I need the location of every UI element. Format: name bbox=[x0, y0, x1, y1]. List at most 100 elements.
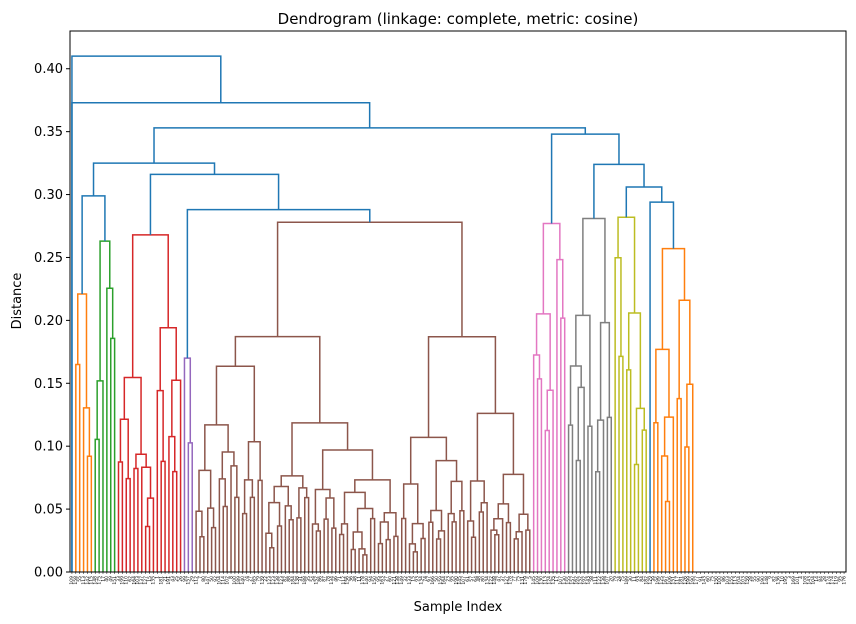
x-tick-label: 191 bbox=[166, 576, 172, 585]
x-tick-label: 152 bbox=[578, 576, 584, 585]
x-tick-label: 103 bbox=[135, 576, 141, 585]
dendrogram-link bbox=[546, 389, 554, 572]
x-tick-label: 126 bbox=[682, 576, 688, 585]
dendrogram-link bbox=[649, 201, 675, 572]
x-tick-label: 49 bbox=[108, 576, 114, 582]
x-tick-label: 148 bbox=[764, 576, 770, 585]
x-tick-label: 25 bbox=[174, 576, 180, 582]
y-tick-label: 0.30 bbox=[34, 188, 63, 203]
x-tick-label: 57 bbox=[469, 576, 475, 582]
x-tick-label: 100 bbox=[232, 576, 238, 585]
x-tick-label: 100 bbox=[717, 576, 723, 585]
dendrogram-link bbox=[450, 480, 463, 514]
x-tick-label: 131 bbox=[519, 576, 525, 585]
x-tick-label: 5 bbox=[527, 576, 533, 579]
x-tick-label: 35 bbox=[306, 576, 312, 582]
x-tick-label: 60 bbox=[706, 576, 712, 582]
x-tick-label: 149 bbox=[399, 576, 405, 585]
dendrogram-link bbox=[133, 467, 139, 572]
x-tick-label: 11 bbox=[632, 576, 638, 582]
dendrogram-link bbox=[663, 416, 675, 572]
x-tick-label: 123 bbox=[279, 576, 285, 585]
x-tick-label: 151 bbox=[671, 576, 677, 585]
dendrogram-link bbox=[480, 502, 488, 572]
x-tick-label: 3 bbox=[787, 576, 793, 579]
x-tick-label: 129 bbox=[647, 576, 653, 585]
x-tick-label: 104 bbox=[810, 576, 816, 585]
x-tick-label: 67 bbox=[426, 576, 432, 582]
x-tick-label: 99 bbox=[182, 576, 188, 582]
y-tick-label: 0.15 bbox=[34, 377, 63, 392]
dendrogram-link bbox=[502, 473, 525, 515]
dendrogram-link bbox=[451, 521, 457, 572]
x-tick-label: 167 bbox=[663, 576, 669, 585]
x-tick-label: 78 bbox=[325, 576, 331, 582]
x-tick-label: 156 bbox=[345, 576, 351, 585]
x-tick-label: 163 bbox=[380, 576, 386, 585]
x-tick-label: 4 bbox=[799, 576, 805, 579]
x-tick-label: 50 bbox=[209, 576, 215, 582]
x-tick-label: 190 bbox=[453, 576, 459, 585]
dendrogram-link bbox=[614, 256, 622, 572]
x-tick-label: 113 bbox=[733, 576, 739, 585]
dendrogram-link bbox=[160, 460, 166, 572]
dendrogram-link bbox=[288, 518, 294, 572]
dendrogram-link bbox=[257, 479, 263, 572]
x-tick-label: 79 bbox=[612, 576, 618, 582]
dendrogram-link bbox=[153, 127, 587, 164]
dendrogram-link bbox=[466, 520, 475, 572]
dendrogram-link bbox=[560, 317, 566, 572]
x-tick-label: 133 bbox=[407, 576, 413, 585]
x-tick-label: 103 bbox=[740, 576, 746, 585]
x-tick-label: 106 bbox=[667, 576, 673, 585]
dendrogram-link bbox=[92, 162, 216, 196]
y-tick-label: 0.40 bbox=[34, 62, 63, 77]
dendrogram-link bbox=[94, 438, 100, 572]
dendrogram-link bbox=[284, 505, 292, 572]
dendrogram-link bbox=[470, 536, 477, 572]
x-tick-label: 37 bbox=[500, 576, 506, 582]
x-tick-label: 109 bbox=[535, 576, 541, 585]
x-tick-label: 199 bbox=[686, 576, 692, 585]
x-tick-label: 1 bbox=[155, 576, 161, 579]
x-tick-label: 151 bbox=[112, 576, 118, 585]
x-tick-label: 17 bbox=[100, 576, 106, 582]
dendrogram-link bbox=[75, 363, 81, 572]
x-tick-label: 11 bbox=[356, 576, 362, 582]
dendrogram-link bbox=[86, 455, 93, 572]
x-tick-label: 177 bbox=[694, 576, 700, 585]
dendrogram-link bbox=[469, 480, 485, 521]
dendrogram-link bbox=[567, 424, 574, 572]
dendrogram-link bbox=[435, 459, 458, 511]
x-tick-label: 24 bbox=[616, 576, 622, 582]
x-tick-label: 87 bbox=[321, 576, 327, 582]
x-tick-label: 112 bbox=[341, 576, 347, 585]
dendrogram-link bbox=[247, 441, 261, 481]
x-tick-label: 23 bbox=[446, 576, 452, 582]
x-tick-label: 127 bbox=[504, 576, 510, 585]
x-tick-label: 182 bbox=[643, 576, 649, 585]
dendrogram-link bbox=[186, 208, 371, 359]
x-tick-label: 75 bbox=[620, 576, 626, 582]
x-tick-label: 80 bbox=[481, 576, 487, 582]
x-tick-label: 39 bbox=[651, 576, 657, 582]
x-tick-label: 150 bbox=[713, 576, 719, 585]
x-tick-label: 33 bbox=[116, 576, 122, 582]
x-tick-label: 199 bbox=[120, 576, 126, 585]
x-tick-label: 95 bbox=[376, 576, 382, 582]
x-tick-label: 95 bbox=[449, 576, 455, 582]
x-tick-label: 94 bbox=[368, 576, 374, 582]
x-tick-label: 79 bbox=[255, 576, 261, 582]
x-tick-label: 196 bbox=[655, 576, 661, 585]
dendrogram-link bbox=[618, 355, 624, 572]
x-tick-label: 136 bbox=[775, 576, 781, 585]
dendrogram-link bbox=[655, 348, 670, 423]
dendrogram-link bbox=[315, 530, 322, 572]
y-tick-label: 0.05 bbox=[34, 503, 63, 518]
x-tick-label: 108 bbox=[803, 576, 809, 585]
dendrogram-link bbox=[476, 412, 515, 481]
x-tick-label: 48 bbox=[352, 576, 358, 582]
x-tick-label: 189 bbox=[624, 576, 630, 585]
dendrogram-link bbox=[437, 530, 446, 572]
x-tick-label: 176 bbox=[841, 576, 847, 585]
